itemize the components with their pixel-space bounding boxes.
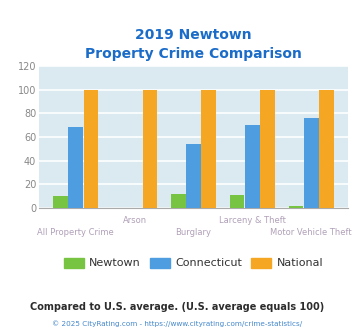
Bar (143, 90, 157, 208)
Bar (260, 90, 275, 208)
Text: All Property Crime: All Property Crime (37, 228, 114, 237)
Bar (201, 90, 216, 208)
Bar (171, 194, 186, 208)
Bar (304, 118, 318, 208)
Bar (186, 144, 201, 208)
Bar (69, 127, 83, 208)
Bar (53, 196, 68, 208)
Bar (319, 90, 334, 208)
Bar (84, 90, 98, 208)
Bar (245, 125, 260, 208)
Text: Burglary: Burglary (175, 228, 212, 237)
Bar (230, 195, 244, 208)
Text: Arson: Arson (122, 216, 147, 225)
Text: © 2025 CityRating.com - https://www.cityrating.com/crime-statistics/: © 2025 CityRating.com - https://www.city… (53, 321, 302, 327)
Title: 2019 Newtown
Property Crime Comparison: 2019 Newtown Property Crime Comparison (85, 28, 302, 61)
Text: Compared to U.S. average. (U.S. average equals 100): Compared to U.S. average. (U.S. average … (31, 302, 324, 312)
Bar (289, 206, 303, 208)
Text: Motor Vehicle Theft: Motor Vehicle Theft (271, 228, 352, 237)
Text: Larceny & Theft: Larceny & Theft (219, 216, 286, 225)
Legend: Newtown, Connecticut, National: Newtown, Connecticut, National (59, 253, 328, 273)
